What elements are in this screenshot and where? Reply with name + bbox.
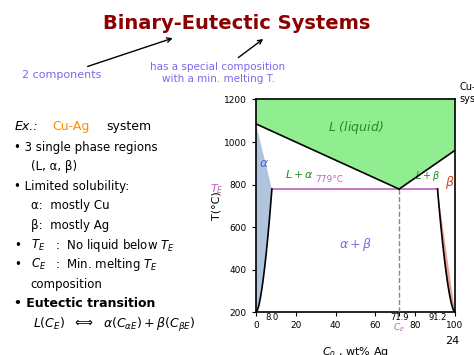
Text: $\alpha$: $\alpha$ — [259, 157, 269, 170]
Text: $T_E$: $T_E$ — [31, 237, 45, 253]
Text: 8.0: 8.0 — [265, 313, 279, 322]
Text: 2 components: 2 components — [22, 38, 171, 80]
Text: Ex.:: Ex.: — [14, 120, 38, 132]
Text: 779°C: 779°C — [316, 175, 344, 184]
Text: β:  mostly Ag: β: mostly Ag — [31, 219, 109, 232]
Text: 71.9: 71.9 — [390, 313, 408, 322]
Text: • Eutectic transition: • Eutectic transition — [14, 297, 155, 310]
Text: $L + \alpha$: $L + \alpha$ — [285, 168, 314, 180]
X-axis label: $C_o$ , wt% Ag: $C_o$ , wt% Ag — [322, 345, 389, 355]
Text: Cu-Ag: Cu-Ag — [52, 120, 90, 132]
Text: $T_E$: $T_E$ — [210, 182, 224, 196]
Text: Binary-Eutectic Systems: Binary-Eutectic Systems — [103, 14, 371, 33]
Text: $\alpha + \beta$: $\alpha + \beta$ — [339, 236, 372, 253]
Polygon shape — [256, 124, 272, 312]
Text: $L$ (liquid): $L$ (liquid) — [328, 119, 383, 136]
Text: • Limited solubility:: • Limited solubility: — [14, 180, 129, 193]
Text: α:  mostly Cu: α: mostly Cu — [31, 200, 109, 212]
Text: :  No liquid below $T_E$: : No liquid below $T_E$ — [55, 236, 174, 253]
Text: Cu-Ag
system: Cu-Ag system — [459, 82, 474, 104]
Text: :  Min. melting $T_E$: : Min. melting $T_E$ — [55, 256, 157, 273]
Text: (L, α, β): (L, α, β) — [31, 160, 77, 173]
Polygon shape — [438, 150, 455, 312]
Text: has a special composition
with a min. melting T.: has a special composition with a min. me… — [150, 40, 286, 84]
Text: $L+\beta$: $L+\beta$ — [414, 169, 440, 183]
Text: • 3 single phase regions: • 3 single phase regions — [14, 141, 158, 154]
Y-axis label: T(°C): T(°C) — [211, 192, 221, 220]
Text: composition: composition — [31, 278, 103, 290]
Text: $L(C_E)$  $\Longleftrightarrow$  $\alpha(C_{\alpha E}) + \beta(C_{\beta E})$: $L(C_E)$ $\Longleftrightarrow$ $\alpha(C… — [33, 316, 196, 334]
Text: •: • — [14, 239, 21, 251]
Text: $C_E$: $C_E$ — [31, 257, 46, 272]
Text: •: • — [14, 258, 21, 271]
Polygon shape — [256, 99, 455, 189]
Text: $\beta$: $\beta$ — [445, 174, 455, 191]
Text: 24: 24 — [446, 336, 460, 346]
Text: 91.2: 91.2 — [428, 313, 447, 322]
Text: system: system — [107, 120, 152, 132]
